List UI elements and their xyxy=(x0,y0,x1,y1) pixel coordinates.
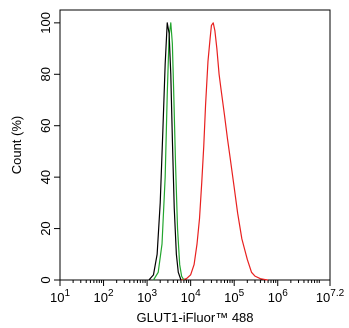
x-tick-label: 106 xyxy=(268,288,288,305)
histogram-curve-1 xyxy=(180,22,269,281)
x-tick-exponent: 3 xyxy=(152,288,158,299)
y-axis-label: Count (%) xyxy=(9,116,24,175)
x-tick-exponent: 2 xyxy=(108,288,114,299)
x-axis-ticks: 101 102 103 104 105 106 107.2 xyxy=(50,280,345,305)
x-tick-base: 10 xyxy=(316,290,330,305)
plot-border xyxy=(59,9,331,281)
x-tick-base: 10 xyxy=(181,290,195,305)
x-tick-base: 10 xyxy=(224,290,238,305)
x-tick-label: 101 xyxy=(50,288,70,305)
x-tick-base: 10 xyxy=(50,290,64,305)
x-tick-label: 105 xyxy=(224,288,244,305)
x-tick-base: 10 xyxy=(94,290,108,305)
plot-frame xyxy=(59,9,331,281)
x-tick-base: 10 xyxy=(268,290,282,305)
histogram-curve-2 xyxy=(152,22,185,281)
x-tick-exponent: 5 xyxy=(239,288,245,299)
x-tick-label: 103 xyxy=(137,288,157,305)
series-layer xyxy=(148,22,269,281)
histogram-curve-3 xyxy=(148,22,182,281)
y-tick-label: 0 xyxy=(38,276,53,283)
x-tick-base: 10 xyxy=(137,290,151,305)
y-tick-label: 20 xyxy=(38,221,53,235)
y-tick-label: 80 xyxy=(38,67,53,81)
y-tick-label: 40 xyxy=(38,170,53,184)
y-tick-label: 60 xyxy=(38,118,53,132)
y-tick-label: 100 xyxy=(38,12,53,34)
x-tick-label: 107.2 xyxy=(316,288,345,305)
x-tick-label: 102 xyxy=(94,288,114,305)
x-tick-exponent: 6 xyxy=(282,288,288,299)
x-tick-exponent: 1 xyxy=(64,288,70,299)
x-tick-exponent: 4 xyxy=(195,288,201,299)
x-tick-exponent: 7.2 xyxy=(330,288,344,299)
y-axis-ticks: 0 20 40 60 80 100 xyxy=(38,12,60,284)
x-tick-label: 104 xyxy=(181,288,201,305)
x-axis-label: GLUT1-iFluor™ 488 xyxy=(136,310,253,325)
